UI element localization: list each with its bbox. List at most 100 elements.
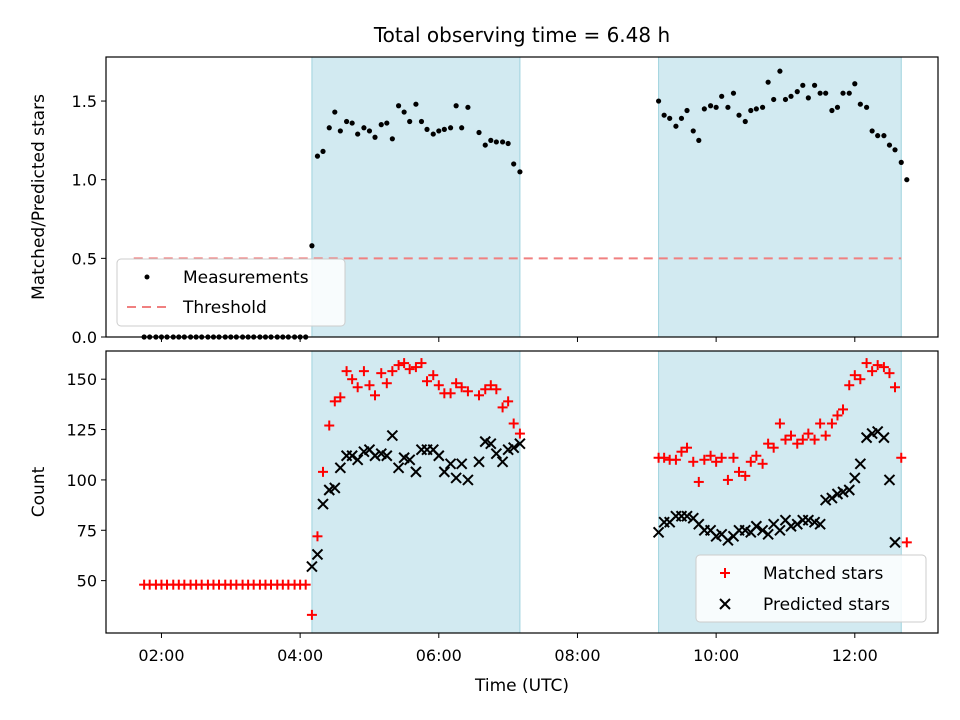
matched-point xyxy=(745,456,756,467)
measurement-point xyxy=(771,96,777,103)
measurement-point xyxy=(730,90,737,96)
matched-point xyxy=(451,378,462,389)
measurement-point xyxy=(320,148,326,154)
matched-point xyxy=(422,376,433,387)
predicted-point xyxy=(883,474,896,486)
predicted-point-b xyxy=(351,454,364,466)
measurement-point xyxy=(424,126,430,132)
matched-point xyxy=(878,362,889,373)
predicted-point-b xyxy=(369,450,381,462)
measurement-point xyxy=(384,120,390,126)
predicted-point-b xyxy=(455,458,468,470)
predicted-point xyxy=(311,548,324,561)
predicted-point xyxy=(438,466,451,478)
x-tick-label: 02:00 xyxy=(138,646,184,665)
measurement-point xyxy=(690,128,696,134)
measurement-point xyxy=(777,68,783,74)
predicted-point-b xyxy=(403,454,416,466)
matched-point xyxy=(901,537,912,548)
predicted-point xyxy=(306,560,318,573)
y-tick-label: 75 xyxy=(77,521,97,540)
predicted-point-b xyxy=(791,518,803,530)
measurement-point xyxy=(332,109,338,115)
matched-point xyxy=(682,442,693,453)
x-tick-label: 06:00 xyxy=(416,646,462,665)
count-y-ticks: 50 75 100 125 150 xyxy=(66,370,106,591)
y-tick-label: 0.5 xyxy=(72,249,97,268)
predicted-point-b xyxy=(756,524,769,536)
matched-point xyxy=(428,370,439,381)
matched-point xyxy=(844,380,855,391)
predicted-point-b xyxy=(722,534,734,547)
x-tick-label: 10:00 xyxy=(693,646,739,665)
predicted-point-b xyxy=(652,526,665,538)
predicted-point-b xyxy=(715,528,728,541)
predicted-point xyxy=(473,456,485,468)
ratio-measurement-points xyxy=(141,68,910,340)
matched-point xyxy=(838,404,849,415)
matched-point xyxy=(404,364,415,375)
predicted-point-b xyxy=(843,484,855,496)
predicted-point-b xyxy=(306,560,318,573)
matched-point xyxy=(728,452,739,463)
ratio-legend-box xyxy=(116,258,346,327)
measurement-point xyxy=(517,169,523,175)
measurement-point xyxy=(349,120,355,126)
shaded-interval-0 xyxy=(311,350,521,634)
measurement-point xyxy=(378,122,384,128)
matched-point xyxy=(399,358,410,369)
predicted-point xyxy=(722,534,734,547)
measurement-point xyxy=(453,103,459,109)
measurement-point xyxy=(355,131,361,137)
predicted-point-b xyxy=(507,441,520,454)
matched-point xyxy=(884,368,895,379)
matched-point xyxy=(497,402,508,413)
predicted-point-b xyxy=(860,431,873,444)
matched-point xyxy=(474,390,485,401)
count-axes-frame xyxy=(105,350,939,634)
measurement-point xyxy=(366,128,373,134)
shaded-interval-1 xyxy=(658,56,902,338)
measurement-point xyxy=(361,125,367,131)
measurement-point xyxy=(684,107,690,114)
matched-point xyxy=(716,452,727,463)
measurement-point xyxy=(811,82,818,88)
matched-point xyxy=(861,358,872,369)
predicted-point xyxy=(762,528,774,541)
predicted-point-b xyxy=(687,512,699,524)
predicted-point xyxy=(329,482,341,494)
matched-point xyxy=(711,456,722,467)
matched-point xyxy=(699,454,710,465)
legend-predicted-marker xyxy=(719,598,731,610)
matched-point xyxy=(306,609,317,620)
legend-threshold-label: Threshold xyxy=(182,298,267,318)
matched-point xyxy=(763,438,774,449)
matched-point xyxy=(433,380,444,391)
predicted-point xyxy=(386,429,399,442)
matched-point xyxy=(491,384,502,395)
matched-point xyxy=(358,366,369,377)
predicted-point-b xyxy=(329,482,341,494)
predicted-point xyxy=(514,437,526,450)
measurement-point xyxy=(886,142,893,148)
matched-point xyxy=(797,434,808,445)
predicted-point xyxy=(802,514,815,526)
measurement-point xyxy=(892,147,898,153)
y-tick-label: 1.5 xyxy=(72,92,97,111)
predicted-point xyxy=(826,492,838,504)
matched-point xyxy=(508,418,519,429)
matched-point xyxy=(347,374,358,385)
predicted-point xyxy=(455,458,468,470)
predicted-point xyxy=(889,536,901,549)
matched-point xyxy=(462,386,473,397)
predicted-point-b xyxy=(802,514,815,526)
measurement-point xyxy=(701,106,707,112)
measurement-point xyxy=(337,128,343,134)
predicted-point xyxy=(346,450,358,462)
count-legend-box xyxy=(695,554,927,623)
measurement-point xyxy=(413,101,419,107)
measurement-point xyxy=(418,118,425,125)
measurement-point xyxy=(742,118,748,125)
predicted-point xyxy=(410,466,422,478)
predicted-point-b xyxy=(410,466,422,478)
